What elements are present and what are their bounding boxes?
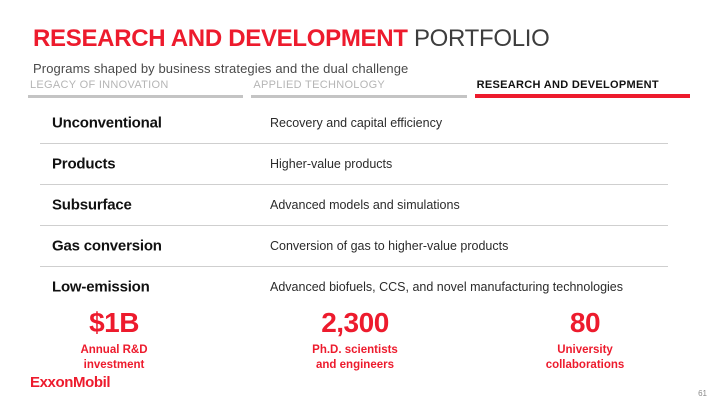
- table-row: Subsurface Advanced models and simulatio…: [40, 185, 668, 226]
- table-row: Low-emission Advanced biofuels, CCS, and…: [40, 267, 668, 307]
- tab-underline-active: [474, 94, 690, 98]
- tab-label: RESEARCH AND DEVELOPMENT: [476, 79, 659, 91]
- page-title-rest: PORTFOLIO: [407, 25, 550, 53]
- stat-caption-line: investment: [83, 358, 145, 371]
- stat-value: 80: [569, 307, 601, 338]
- page-title: RESEARCH AND DEVELOPMENT PORTFOLIO: [33, 25, 550, 53]
- stat-phd-scientists: 2,300 Ph.D. scientists and engineers: [270, 305, 440, 372]
- row-label: Unconventional: [52, 114, 162, 132]
- page-title-emphasis: RESEARCH AND DEVELOPMENT: [33, 25, 408, 53]
- stat-caption: University collaborations: [500, 343, 670, 372]
- subtitle: Programs shaped by business strategies a…: [33, 61, 409, 76]
- stat-value: $1B: [89, 307, 139, 338]
- tab-underline: [28, 95, 244, 98]
- tab-label: APPLIED TECHNOLOGY: [253, 79, 386, 91]
- stat-caption-line: University: [557, 344, 613, 356]
- table-row: Gas conversion Conversion of gas to high…: [40, 226, 668, 267]
- program-table: Unconventional Recovery and capital effi…: [40, 103, 668, 307]
- table-row: Unconventional Recovery and capital effi…: [40, 103, 668, 144]
- stat-caption: Ph.D. scientists and engineers: [270, 343, 440, 372]
- stat-caption: Annual R&D investment: [29, 343, 199, 372]
- stat-caption-line: collaborations: [545, 358, 625, 371]
- row-description: Conversion of gas to higher-value produc…: [270, 239, 509, 253]
- stat-caption-line: Ph.D. scientists: [312, 344, 398, 356]
- row-description: Higher-value products: [270, 157, 393, 171]
- page-number: 61: [698, 389, 707, 398]
- row-description: Advanced models and simulations: [270, 198, 460, 212]
- tab-applied-technology[interactable]: APPLIED TECHNOLOGY: [251, 79, 467, 98]
- tab-strip: LEGACY OF INNOVATION APPLIED TECHNOLOGY …: [28, 79, 690, 98]
- row-label: Gas conversion: [52, 237, 162, 255]
- row-description: Recovery and capital efficiency: [270, 116, 443, 130]
- tab-legacy-of-innovation[interactable]: LEGACY OF INNOVATION: [28, 79, 244, 98]
- stat-annual-rd-investment: $1B Annual R&D investment: [29, 305, 199, 372]
- row-label: Low-emission: [52, 278, 150, 296]
- stat-university-collaborations: 80 University collaborations: [500, 305, 670, 372]
- table-row: Products Higher-value products: [40, 144, 668, 185]
- tab-label: LEGACY OF INNOVATION: [30, 79, 169, 91]
- tab-research-and-development[interactable]: RESEARCH AND DEVELOPMENT: [474, 79, 690, 98]
- stat-caption-line: and engineers: [316, 358, 394, 371]
- row-label: Subsurface: [52, 196, 132, 214]
- row-label: Products: [52, 155, 116, 173]
- stat-value: 2,300: [321, 307, 389, 338]
- exxonmobil-logo: ExxonMobil: [30, 374, 111, 391]
- stat-caption-line: Annual R&D: [80, 344, 148, 356]
- tab-underline: [251, 95, 467, 98]
- row-description: Advanced biofuels, CCS, and novel manufa…: [270, 280, 623, 294]
